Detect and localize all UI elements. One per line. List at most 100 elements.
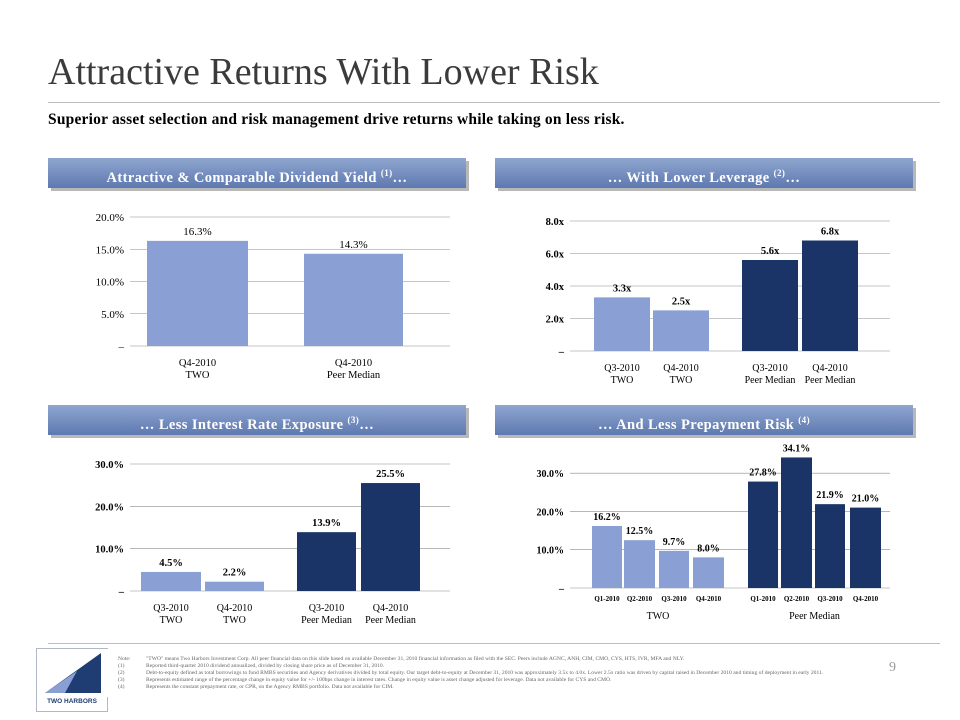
bar (624, 540, 655, 588)
data-label: 14.3% (339, 239, 367, 251)
footnote-text: "TWO" means Two Harbors Investment Corp.… (146, 656, 685, 662)
footnote-text: Represents the constant prepayment rate,… (146, 684, 394, 690)
panel-title: … Less Interest Rate Exposure (139, 417, 348, 433)
dividend-yield-chart: –5.0%10.0%15.0%20.0%16.3%Q4-2010TWO14.3%… (96, 212, 450, 381)
prepayment-risk-chart: – 10.0% 20.0% 30.0% 16.2% Q1-2010 12.5% Q2-2010… (537, 443, 890, 622)
panel-title: … And Less Prepayment Risk (598, 417, 799, 433)
footnote-key: (1) (118, 663, 125, 669)
data-label: 5.6x (761, 246, 780, 257)
y-tick-label: – (118, 341, 125, 353)
harbor-logo-icon (37, 649, 109, 697)
bar (815, 504, 845, 588)
bar (748, 481, 778, 588)
data-label: 21.0% (852, 494, 880, 505)
group-label: TWO (647, 611, 670, 622)
panel-footnote-ref: (2) (773, 168, 786, 178)
x-tick-label: Q4-2010 (179, 358, 216, 369)
page-title: Attractive Returns With Lower Risk (48, 51, 599, 93)
data-label: 2.5x (672, 296, 691, 307)
panel-header-interest-rate: … Less Interest Rate Exposure (3)… (48, 405, 466, 435)
panel-header-prepayment: … And Less Prepayment Risk (4) (495, 405, 913, 435)
y-tick-label: 4.0x (546, 282, 565, 293)
bar (297, 532, 356, 591)
data-label: 27.8% (749, 468, 777, 479)
data-label: 3.3x (613, 283, 632, 294)
x-tick-label: Q3-2010 (604, 363, 640, 374)
x-tick-label: Q4-2010 (696, 595, 722, 603)
bar (592, 525, 622, 588)
title-divider (48, 102, 940, 103)
x-tick-label: TWO (611, 375, 634, 386)
bar (361, 483, 420, 591)
panel-title: Attractive & Comparable Dividend Yield (106, 170, 381, 186)
footnote-text: Debt-to-equity defined as total borrowin… (146, 670, 824, 676)
y-tick-label: 10.0% (95, 545, 124, 556)
bar (147, 240, 248, 346)
y-tick-label: 10.0% (96, 277, 124, 289)
data-label: 6.8x (821, 227, 840, 238)
data-label: 4.5% (159, 558, 183, 569)
x-tick-label: Q4-2010 (217, 603, 253, 614)
data-label: 21.9% (816, 490, 844, 501)
footnotes: Note: "TWO" means Two Harbors Investment … (118, 656, 898, 691)
y-tick-label: – (118, 587, 125, 598)
footnote-row: (4) Represents the constant prepayment ra… (118, 684, 898, 691)
y-tick-label: 15.0% (96, 244, 124, 256)
x-tick-label: TWO (186, 370, 210, 381)
footnote-row: (2) Debt-to-equity defined as total borro… (118, 670, 898, 677)
y-tick-label: 30.0% (95, 460, 124, 471)
footer-divider (48, 643, 940, 644)
bar (653, 310, 709, 351)
y-tick-label: 8.0x (546, 217, 565, 228)
x-tick-label: TWO (670, 375, 693, 386)
company-logo: TWO HARBORS (36, 648, 109, 712)
footnote-key: (2) (118, 670, 125, 676)
panel-title: … With Lower Leverage (607, 170, 774, 186)
x-tick-label: Q3-2010 (309, 603, 345, 614)
data-label: 9.7% (663, 537, 686, 548)
page-subtitle: Superior asset selection and risk manage… (48, 111, 625, 128)
panel-title-suffix: … (785, 170, 801, 186)
bar (693, 557, 724, 588)
y-tick-label: 20.0% (96, 212, 124, 224)
panel-header-leverage: … With Lower Leverage (2)… (495, 158, 913, 188)
footnote-row: (1) Reported third-quarter 2010 dividend … (118, 663, 898, 670)
y-tick-label: 6.0x (546, 250, 565, 261)
x-tick-label: Q4-2010 (812, 363, 848, 374)
x-tick-label: Q1-2010 (594, 595, 620, 603)
footnote-key: (3) (118, 677, 125, 683)
x-tick-label: Q3-2010 (661, 595, 687, 603)
x-tick-label: Q4-2010 (373, 603, 409, 614)
x-tick-label: Q3-2010 (817, 595, 843, 603)
footnote-key: (4) (118, 684, 125, 690)
bar (594, 297, 650, 351)
x-tick-label: Q3-2010 (153, 603, 189, 614)
y-tick-label: – (558, 347, 565, 358)
panel-title-suffix: … (359, 417, 375, 433)
y-tick-label: – (558, 584, 565, 595)
x-tick-label: TWO (160, 615, 183, 626)
x-tick-label: Peer Median (327, 370, 381, 381)
panel-footnote-ref: (4) (798, 415, 810, 425)
footnote-text: Reported third-quarter 2010 dividend ann… (146, 663, 385, 669)
page-number: 9 (889, 660, 896, 675)
panel-footnote-ref: (3) (347, 415, 360, 425)
panel-footnote-ref: (1) (380, 168, 393, 178)
bar (802, 240, 858, 351)
x-tick-label: Q4-2010 (335, 358, 372, 369)
data-label: 8.0% (697, 543, 720, 554)
y-tick-label: 2.0x (546, 315, 565, 326)
x-tick-label: Peer Median (805, 375, 856, 386)
bar (659, 550, 689, 588)
bar (742, 260, 798, 351)
x-tick-label: Peer Median (365, 615, 416, 626)
data-label: 13.9% (312, 518, 341, 529)
footnote-key: Note: (118, 656, 131, 662)
x-tick-label: Q2-2010 (627, 595, 653, 603)
data-label: 16.2% (593, 512, 621, 523)
x-tick-label: Q2-2010 (784, 595, 810, 603)
x-tick-label: Peer Median (301, 615, 352, 626)
group-label: Peer Median (789, 611, 840, 622)
x-tick-label: Peer Median (745, 375, 796, 386)
y-tick-label: 20.0% (537, 507, 565, 518)
